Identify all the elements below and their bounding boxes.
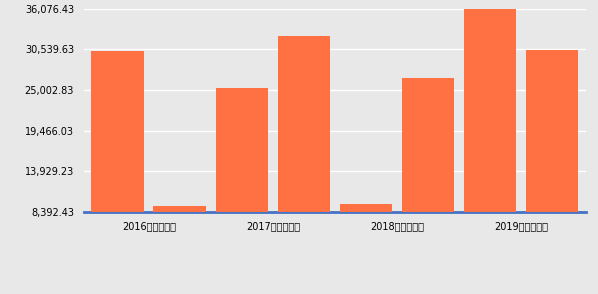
Bar bbox=[526, 50, 578, 273]
Bar bbox=[91, 51, 144, 273]
Bar bbox=[463, 9, 516, 273]
Bar bbox=[277, 36, 330, 273]
Bar bbox=[215, 88, 269, 273]
Bar bbox=[154, 206, 206, 273]
Bar bbox=[401, 78, 454, 273]
Bar bbox=[340, 203, 392, 273]
